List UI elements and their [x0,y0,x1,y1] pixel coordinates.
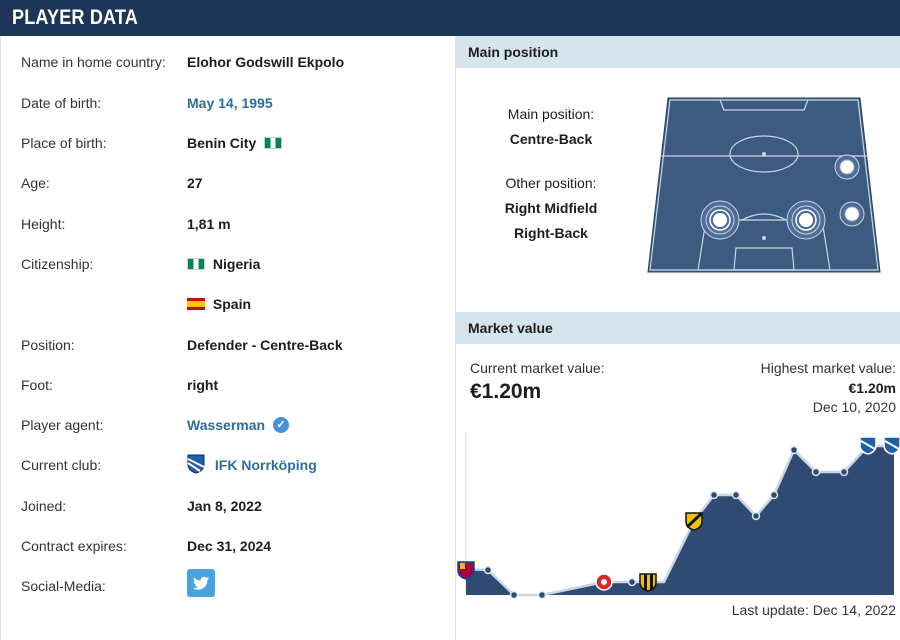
main-position-value: Centre-Back [509,131,593,147]
info-value-height: 1,81 m [187,216,231,232]
info-label: Place of birth: [21,135,107,151]
citizenship-text: Nigeria [212,256,261,272]
info-value-age: 27 [187,175,203,191]
verified-check-icon: ✓ [272,416,289,433]
twitter-icon [193,576,209,590]
citizenship-nigeria: Nigeria [187,253,260,275]
position-marker-centre-back-right [786,200,826,240]
club-crest-barcelona-icon [457,561,475,580]
info-value-club: IFK Norrköping [187,454,317,476]
highest-value-date: Dec 10, 2020 [812,399,896,415]
position-marker-right-back [839,201,865,227]
other-position-value: Right Midfield [504,200,598,216]
right-panel: Main position Main position: Centre-Back… [456,36,900,640]
birthplace-text: Benin City [187,135,257,151]
player-data-header: PLAYER DATA [0,0,900,36]
market-value-heading: Market value [456,312,900,344]
ifk-norrkoping-crest-icon [187,454,205,474]
info-label: Height: [21,216,66,232]
player-info-panel: Name in home country: Elohor Godswill Ek… [0,36,456,640]
info-label: Citizenship: [21,256,94,272]
club-crest-black-yellow-icon [639,573,657,592]
info-label: Position: [21,337,75,353]
citizenship-text: Spain [212,296,252,312]
info-label: Current club: [21,457,102,473]
info-label: Name in home country: [21,54,166,70]
current-value-label: Current market value: [470,360,605,376]
market-value-chart [457,432,900,600]
spain-flag-icon [187,297,205,310]
dob-link[interactable]: May 14, 1995 [187,95,273,111]
market-value-area [466,446,894,595]
main-position-heading: Main position [456,36,900,68]
info-value-agent: Wasserman ✓ [187,414,289,436]
last-update: Last update: Dec 14, 2022 [731,602,896,618]
club-link[interactable]: IFK Norrköping [214,457,317,473]
current-value: €1.20m [470,380,542,403]
info-label: Foot: [21,377,53,393]
info-label: Player agent: [21,417,104,433]
club-crest-black-yellow-icon [685,512,703,531]
info-value-birthplace: Benin City [187,132,283,154]
position-marker-right-midfield [834,154,860,180]
twitter-link[interactable] [187,569,215,597]
agent-link[interactable]: Wasserman [187,417,266,433]
main-position-label: Main position: [507,106,595,122]
club-crest-ifk-norrkoping-icon [859,436,877,455]
info-label: Joined: [21,498,67,514]
other-position-value: Right-Back [514,225,588,241]
pitch-diagram [647,97,881,273]
highest-value-label: Highest market value: [760,360,896,376]
other-position-label: Other position: [505,175,597,191]
info-label: Social-Media: [21,578,106,594]
nigeria-flag-icon [264,136,283,149]
info-value-contract: Dec 31, 2024 [187,538,272,554]
pitch-surface [647,97,881,273]
info-value-name: Elohor Godswill Ekpolo [187,54,345,70]
club-crest-red-icon [595,573,613,591]
position-marker-centre-back-left [700,200,740,240]
info-value-position: Defender - Centre-Back [187,337,343,353]
page-title: PLAYER DATA [12,6,138,29]
market-value-points [483,445,849,600]
highest-value: €1.20m [848,380,896,396]
info-value-foot: right [187,377,219,393]
info-label: Contract expires: [21,538,127,554]
info-label: Date of birth: [21,95,102,111]
nigeria-flag-icon [187,257,205,270]
citizenship-spain: Spain [187,293,251,315]
club-crest-ifk-norrkoping-icon [883,436,900,455]
info-value-joined: Jan 8, 2022 [187,498,262,514]
info-label: Age: [21,175,50,191]
